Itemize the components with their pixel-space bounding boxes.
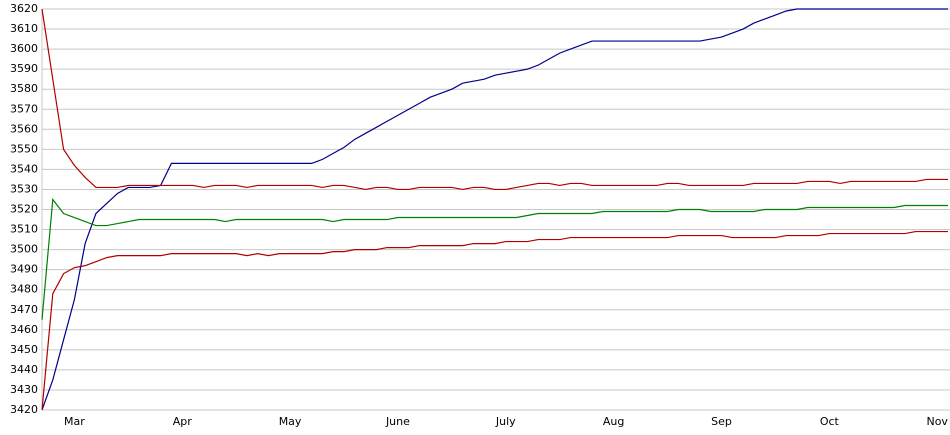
y-tick-label: 3470 [10,303,38,316]
x-tick-label: Mar [64,415,85,428]
y-tick-label: 3430 [10,383,38,396]
y-tick-label: 3550 [10,142,38,155]
y-tick-label: 3520 [10,203,38,216]
y-tick-label: 3490 [10,263,38,276]
x-tick-label: Sep [711,415,732,428]
x-tick-label: Aug [603,415,624,428]
series-line [41,230,948,411]
x-tick-label: June [385,415,410,428]
series-line [41,8,948,191]
y-tick-label: 3500 [10,243,38,256]
y-tick-label: 3600 [10,42,38,55]
y-tick-label: 3540 [10,162,38,175]
y-tick-label: 3440 [10,363,38,376]
x-tick-label: Nov [926,415,948,428]
y-tick-label: 3420 [10,403,38,416]
y-tick-label: 3610 [10,22,38,35]
series-line [41,197,948,320]
y-tick-label: 3560 [10,122,38,135]
y-tick-label: 3620 [10,2,38,15]
y-tick-label: 3580 [10,82,38,95]
x-tick-label: Apr [173,415,193,428]
y-tick-label: 3450 [10,343,38,356]
y-tick-label: 3460 [10,323,38,336]
x-tick-label: July [495,415,516,428]
y-tick-label: 3570 [10,102,38,115]
series-line [41,8,948,411]
y-tick-label: 3510 [10,223,38,236]
y-tick-label: 3530 [10,182,38,195]
x-tick-label: Oct [820,415,840,428]
x-tick-label: May [279,415,302,428]
y-tick-label: 3480 [10,283,38,296]
y-tick-label: 3590 [10,62,38,75]
